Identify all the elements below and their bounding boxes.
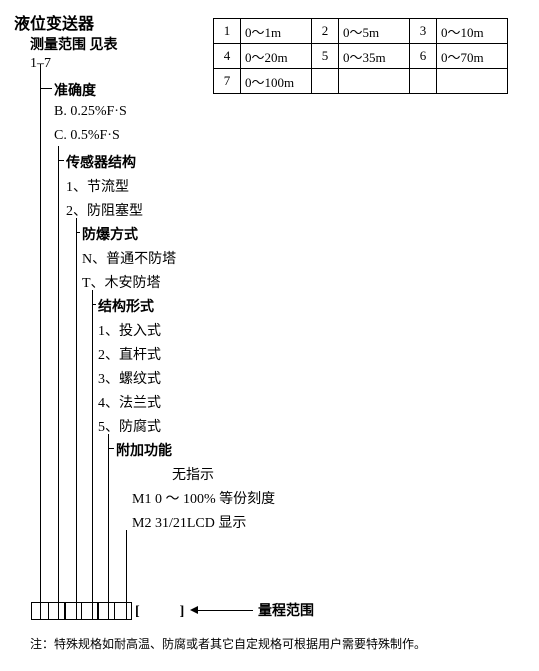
code-box [97, 602, 115, 620]
close-bracket: ] [180, 604, 185, 619]
tree-vline [58, 146, 59, 620]
arrow-line [198, 610, 253, 611]
accuracy-item: B. 0.25%F·S [54, 104, 127, 120]
cell: 0～35m [339, 44, 410, 69]
form-item: 2、直杆式 [98, 344, 161, 364]
tree-vline [76, 218, 77, 620]
cell: 0～1m [241, 19, 312, 44]
code-box [114, 602, 132, 620]
form-item: 1、投入式 [98, 320, 161, 340]
range-arrow-label: 量程范围 [258, 600, 314, 620]
cell: 3 [410, 19, 437, 44]
cell: 0～20m [241, 44, 312, 69]
accuracy-item: C. 0.5%F·S [54, 128, 120, 144]
tree-vline [92, 290, 93, 620]
title: 液位变送器 [14, 10, 94, 34]
form-item: 5、防腐式 [98, 416, 161, 436]
sensor-heading: 传感器结构 [66, 152, 136, 172]
cell: 0～10m [437, 19, 508, 44]
extra-heading: 附加功能 [116, 440, 172, 460]
tree-hline [108, 448, 114, 449]
code-box [64, 602, 82, 620]
accuracy-heading: 准确度 [54, 80, 96, 100]
code-box [81, 602, 99, 620]
footnote: 注：特殊规格如耐高温、防腐或者其它自定规格可根据用户需要特殊制作。 [30, 635, 426, 652]
measure-range-label: 测量范围 见表 [30, 34, 118, 54]
form-item: 3、螺纹式 [98, 368, 161, 388]
cell: 0～5m [339, 19, 410, 44]
tree-hline [58, 160, 64, 161]
cell: 2 [312, 19, 339, 44]
extra-item: 无指示 [172, 464, 214, 484]
extra-item: M2 31/21LCD 显示 [132, 512, 246, 532]
explosion-item: T、木安防塔 [82, 272, 161, 292]
cell [410, 69, 437, 94]
open-bracket: [ [132, 604, 140, 619]
cell: 6 [410, 44, 437, 69]
form-heading: 结构形式 [98, 296, 154, 316]
tree-vline [40, 64, 41, 620]
cell: 7 [214, 69, 241, 94]
sensor-item: 1、节流型 [66, 176, 129, 196]
arrow-head-icon [190, 606, 198, 614]
range-table: 1 0～1m 2 0～5m 3 0～10m 4 0～20m 5 0～35m 6 … [213, 18, 508, 94]
code-boxes-row: [] [31, 602, 184, 620]
cell: 1 [214, 19, 241, 44]
tree-vline [108, 434, 109, 620]
tree-hline [76, 232, 80, 233]
extra-item: M1 0 ～ 100% 等份刻度 [132, 488, 275, 508]
cell [312, 69, 339, 94]
tree-hline [40, 88, 52, 89]
explosion-heading: 防爆方式 [82, 224, 138, 244]
code-box [31, 602, 49, 620]
form-item: 4、法兰式 [98, 392, 161, 412]
cell: 0～70m [437, 44, 508, 69]
cell: 5 [312, 44, 339, 69]
cell [437, 69, 508, 94]
cell [339, 69, 410, 94]
tree-hline [92, 304, 96, 305]
explosion-item: N、普通不防塔 [82, 248, 176, 268]
cell: 0～100m [241, 69, 312, 94]
code-box [48, 602, 66, 620]
sensor-item: 2、防阻塞型 [66, 200, 143, 220]
cell: 4 [214, 44, 241, 69]
